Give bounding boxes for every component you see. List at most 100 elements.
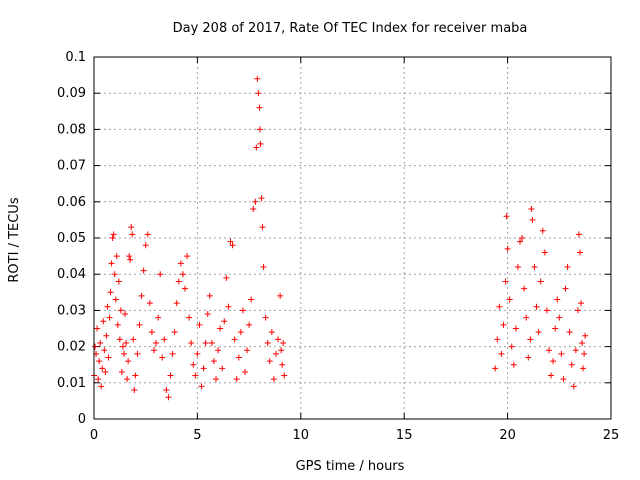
- data-point: [95, 376, 102, 383]
- data-point: [550, 358, 557, 365]
- data-point: [580, 365, 587, 372]
- data-point: [181, 285, 188, 292]
- plot-frame: [93, 56, 612, 420]
- data-point: [127, 256, 134, 263]
- data-point: [113, 253, 120, 260]
- data-point: [96, 358, 103, 365]
- data-point: [506, 296, 513, 303]
- data-point: [492, 365, 499, 372]
- data-point: [272, 350, 279, 357]
- x-tick-label: 20: [499, 428, 516, 443]
- data-point: [115, 278, 122, 285]
- data-point: [517, 238, 524, 245]
- data-point: [278, 347, 285, 354]
- data-point: [177, 260, 184, 267]
- x-tick-label: 5: [193, 428, 201, 443]
- data-point: [101, 347, 108, 354]
- data-point: [123, 339, 130, 346]
- data-point: [157, 271, 164, 278]
- data-point: [165, 394, 172, 401]
- data-point: [535, 329, 542, 336]
- data-point: [556, 314, 563, 321]
- data-point: [131, 387, 138, 394]
- data-point: [153, 339, 160, 346]
- data-point: [125, 358, 132, 365]
- data-point: [99, 365, 106, 372]
- data-point: [235, 354, 242, 361]
- data-point: [116, 336, 123, 343]
- data-point: [277, 292, 284, 299]
- y-tick-label: 0.04: [57, 267, 86, 282]
- data-point: [281, 372, 288, 379]
- data-point: [223, 274, 230, 281]
- chart-title: Day 208 of 2017, Rate Of TEC Index for r…: [173, 21, 528, 36]
- data-point: [280, 339, 287, 346]
- data-point: [248, 296, 255, 303]
- data-point: [529, 216, 536, 223]
- data-point: [523, 314, 530, 321]
- data-point: [528, 206, 535, 213]
- data-point: [253, 144, 260, 151]
- data-point: [231, 336, 238, 343]
- y-axis-label: ROTI / TECUs: [7, 197, 22, 282]
- data-point: [119, 343, 126, 350]
- data-point: [94, 325, 101, 332]
- data-point: [196, 321, 203, 328]
- y-tick-label: 0.01: [57, 376, 86, 391]
- data-point: [194, 350, 201, 357]
- data-point: [112, 296, 119, 303]
- data-points: [91, 75, 589, 401]
- data-point: [117, 307, 124, 314]
- data-point: [198, 383, 205, 390]
- data-point: [239, 307, 246, 314]
- data-point: [504, 245, 511, 252]
- data-point: [252, 198, 259, 205]
- y-tick-label: 0: [78, 412, 86, 427]
- data-point: [109, 235, 116, 241]
- data-point: [148, 329, 155, 336]
- data-point: [531, 263, 538, 270]
- data-point: [539, 227, 546, 234]
- data-point: [533, 303, 540, 310]
- data-point: [257, 140, 264, 147]
- x-tick-label: 15: [396, 428, 413, 443]
- data-point: [575, 231, 582, 238]
- data-point: [570, 383, 577, 390]
- data-point: [256, 126, 263, 133]
- data-point: [229, 242, 236, 249]
- data-point: [572, 347, 579, 354]
- y-tick-label: 0.02: [57, 340, 86, 355]
- data-point: [527, 336, 534, 343]
- data-point: [262, 314, 269, 321]
- data-point: [256, 104, 263, 111]
- data-point: [260, 263, 267, 270]
- data-point: [105, 354, 112, 361]
- data-point: [200, 365, 207, 372]
- data-point: [136, 321, 143, 328]
- data-point: [150, 347, 157, 354]
- data-point: [163, 387, 170, 394]
- data-point: [92, 343, 99, 350]
- data-point: [552, 325, 559, 332]
- data-point: [179, 271, 186, 278]
- data-point: [210, 358, 217, 365]
- data-point: [496, 303, 503, 310]
- data-point: [498, 350, 505, 357]
- data-point: [279, 361, 286, 368]
- data-point: [562, 285, 569, 292]
- data-point: [258, 195, 265, 202]
- y-tick-label: 0.09: [57, 86, 86, 101]
- data-point: [237, 329, 244, 336]
- data-point: [114, 321, 121, 328]
- data-point: [118, 368, 125, 375]
- x-tick-label: 10: [293, 428, 310, 443]
- data-point: [206, 292, 213, 299]
- data-point: [578, 300, 585, 307]
- data-point: [204, 311, 211, 318]
- x-axis-label: GPS time / hours: [296, 459, 405, 474]
- y-tick-label: 0.07: [57, 159, 86, 174]
- data-point: [255, 90, 262, 97]
- data-point: [161, 336, 168, 343]
- data-point: [233, 376, 240, 383]
